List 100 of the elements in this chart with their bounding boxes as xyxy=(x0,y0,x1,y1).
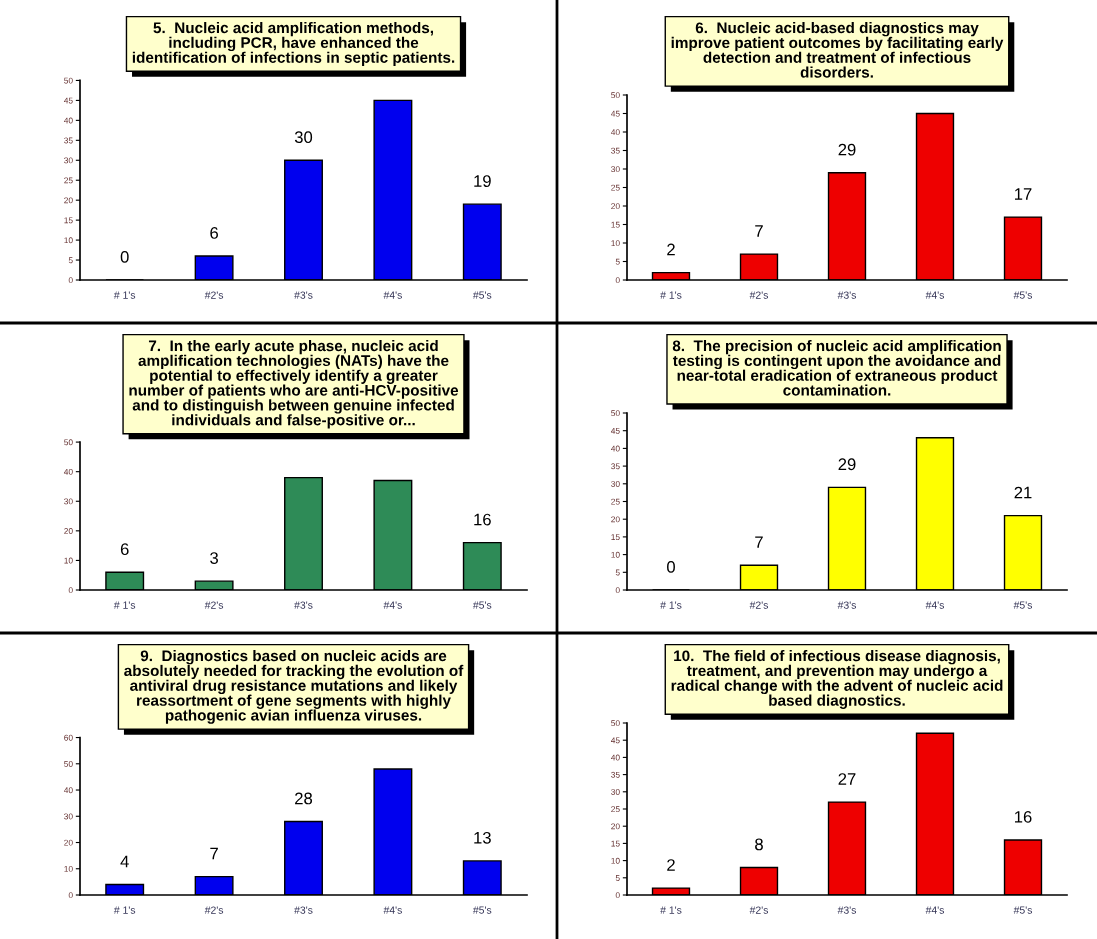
y-tick-label: 20 xyxy=(64,197,73,204)
data-label: 16 xyxy=(474,513,491,526)
x-tick-label: # 1's xyxy=(113,906,136,914)
y-tick-label: 20 xyxy=(64,528,73,534)
y-tick-label: 5 xyxy=(615,569,620,576)
y-tick-label: 30 xyxy=(611,789,620,795)
data-label: 13 xyxy=(474,831,491,844)
y-tick-label: 50 xyxy=(64,77,73,84)
x-tick-label: # 1's xyxy=(660,906,682,914)
chart-title: 7. In the early acute phase, nucleic acid amplification technologies (NATs) have the potential to effectively identify a greater number of patients who are anti-HCV-positive and to distinguish between genuine infected individuals and false-positive or... xyxy=(129,340,459,429)
x-tick-label: #2's xyxy=(749,906,769,914)
x-tick-label: # 1's xyxy=(660,601,682,609)
chart-title: 6. Nucleic acid-based diagnostics may improve patient outcomes by facilitating early detection and treatment of infectious disorders. xyxy=(671,22,1004,78)
y-tick-label: 45 xyxy=(63,97,73,104)
y-tick-label: 20 xyxy=(611,203,620,210)
y-tick-label: 20 xyxy=(611,823,620,830)
x-tick-label: #3's xyxy=(294,291,313,299)
y-tick-label: 35 xyxy=(64,137,73,144)
y-tick-label: 45 xyxy=(610,110,620,117)
x-tick-label: #5's xyxy=(1013,906,1033,914)
y-tick-label: 50 xyxy=(64,439,73,446)
y-tick-label: 5 xyxy=(615,258,620,265)
y-tick-label: 40 xyxy=(63,117,73,124)
y-tick-label: 25 xyxy=(611,184,620,191)
x-tick-label: #2's xyxy=(204,291,224,299)
y-tick-label: 30 xyxy=(64,157,73,164)
data-label: 16 xyxy=(1015,810,1032,823)
y-tick-label: 50 xyxy=(64,760,73,767)
y-tick-label: 10 xyxy=(611,857,620,864)
y-tick-label: 35 xyxy=(611,771,620,778)
x-tick-label: #2's xyxy=(749,291,769,299)
x-tick-label: #3's xyxy=(837,291,857,299)
x-tick-label: # 1's xyxy=(113,601,136,609)
y-tick-label: 30 xyxy=(611,481,620,487)
x-tick-label: #5's xyxy=(1013,601,1033,609)
x-tick-label: #5's xyxy=(1013,291,1033,299)
x-tick-label: #2's xyxy=(204,906,224,914)
x-tick-label: #4's xyxy=(383,601,402,609)
x-tick-label: # 1's xyxy=(660,291,682,299)
y-tick-label: 50 xyxy=(611,410,620,417)
y-tick-label: 0 xyxy=(68,277,73,284)
y-tick-label: 0 xyxy=(615,587,620,594)
chart-title: 9. Diagnostics based on nucleic acids are absolutely needed for tracking the evolution of antiviral drug resistance mutations and likely reassortment of gene segments with highly pathogenic avian influenza viruses. xyxy=(124,650,464,724)
y-tick-label: 45 xyxy=(610,427,620,434)
y-tick-label: 30 xyxy=(611,166,620,173)
y-tick-label: 10 xyxy=(64,865,73,872)
y-tick-label: 25 xyxy=(611,806,620,813)
x-tick-label: #4's xyxy=(925,906,945,914)
data-label: 7 xyxy=(210,847,218,860)
y-tick-label: 0 xyxy=(68,892,73,899)
y-tick-label: 0 xyxy=(615,892,620,899)
y-tick-label: 35 xyxy=(611,147,620,154)
data-label: 0 xyxy=(667,561,675,573)
y-tick-label: 10 xyxy=(611,551,620,558)
y-tick-label: 15 xyxy=(611,221,620,228)
data-label: 17 xyxy=(1015,188,1032,200)
x-tick-label: # 1's xyxy=(113,291,136,299)
x-tick-label: #4's xyxy=(383,291,402,299)
x-tick-label: #2's xyxy=(204,601,224,609)
y-tick-label: 40 xyxy=(63,787,73,794)
x-tick-label: #4's xyxy=(383,906,402,914)
y-tick-label: 50 xyxy=(611,92,620,99)
y-tick-label: 25 xyxy=(611,498,620,505)
y-tick-label: 40 xyxy=(610,129,620,136)
x-tick-label: #3's xyxy=(294,906,313,914)
data-label: 2 xyxy=(667,859,675,871)
x-tick-label: #4's xyxy=(925,601,945,609)
x-tick-label: #5's xyxy=(472,291,492,299)
data-label: 3 xyxy=(210,552,218,564)
y-tick-label: 25 xyxy=(64,177,73,184)
chart-title: 10. The field of infectious disease diagnosis, treatment, and prevention may undergo a radical change with the advent of nucleic acid based diagnostics. xyxy=(671,650,1003,709)
data-label: 7 xyxy=(755,225,763,237)
data-label: 19 xyxy=(474,175,491,187)
data-label: 28 xyxy=(295,792,313,805)
y-tick-label: 15 xyxy=(611,534,620,540)
y-tick-label: 5 xyxy=(615,875,620,881)
x-tick-label: #3's xyxy=(837,601,857,609)
data-label: 4 xyxy=(120,855,129,868)
y-tick-label: 35 xyxy=(611,463,620,470)
y-tick-label: 40 xyxy=(610,445,620,452)
data-label: 29 xyxy=(838,143,856,156)
x-tick-label: #5's xyxy=(472,906,492,914)
data-label: 27 xyxy=(838,773,856,785)
y-tick-label: 10 xyxy=(64,237,73,244)
y-tick-label: 5 xyxy=(68,257,73,264)
y-tick-label: 30 xyxy=(64,813,73,820)
data-label: 7 xyxy=(755,536,763,548)
y-tick-label: 45 xyxy=(610,737,620,744)
y-tick-label: 40 xyxy=(610,754,620,761)
chart-title: 8. The precision of nucleic acid amplification testing is contingent upon the avoidance and near-total eradication of extraneous product contamination. xyxy=(672,340,1001,396)
y-tick-label: 20 xyxy=(611,516,620,523)
y-tick-label: 30 xyxy=(64,498,73,505)
data-label: 21 xyxy=(1014,486,1032,499)
x-tick-label: #3's xyxy=(837,906,857,914)
data-label: 2 xyxy=(667,243,675,256)
x-tick-label: #2's xyxy=(749,601,769,609)
y-tick-label: 0 xyxy=(615,277,620,284)
data-label: 0 xyxy=(120,251,129,263)
y-tick-label: 20 xyxy=(64,839,73,846)
y-tick-label: 60 xyxy=(64,734,73,741)
